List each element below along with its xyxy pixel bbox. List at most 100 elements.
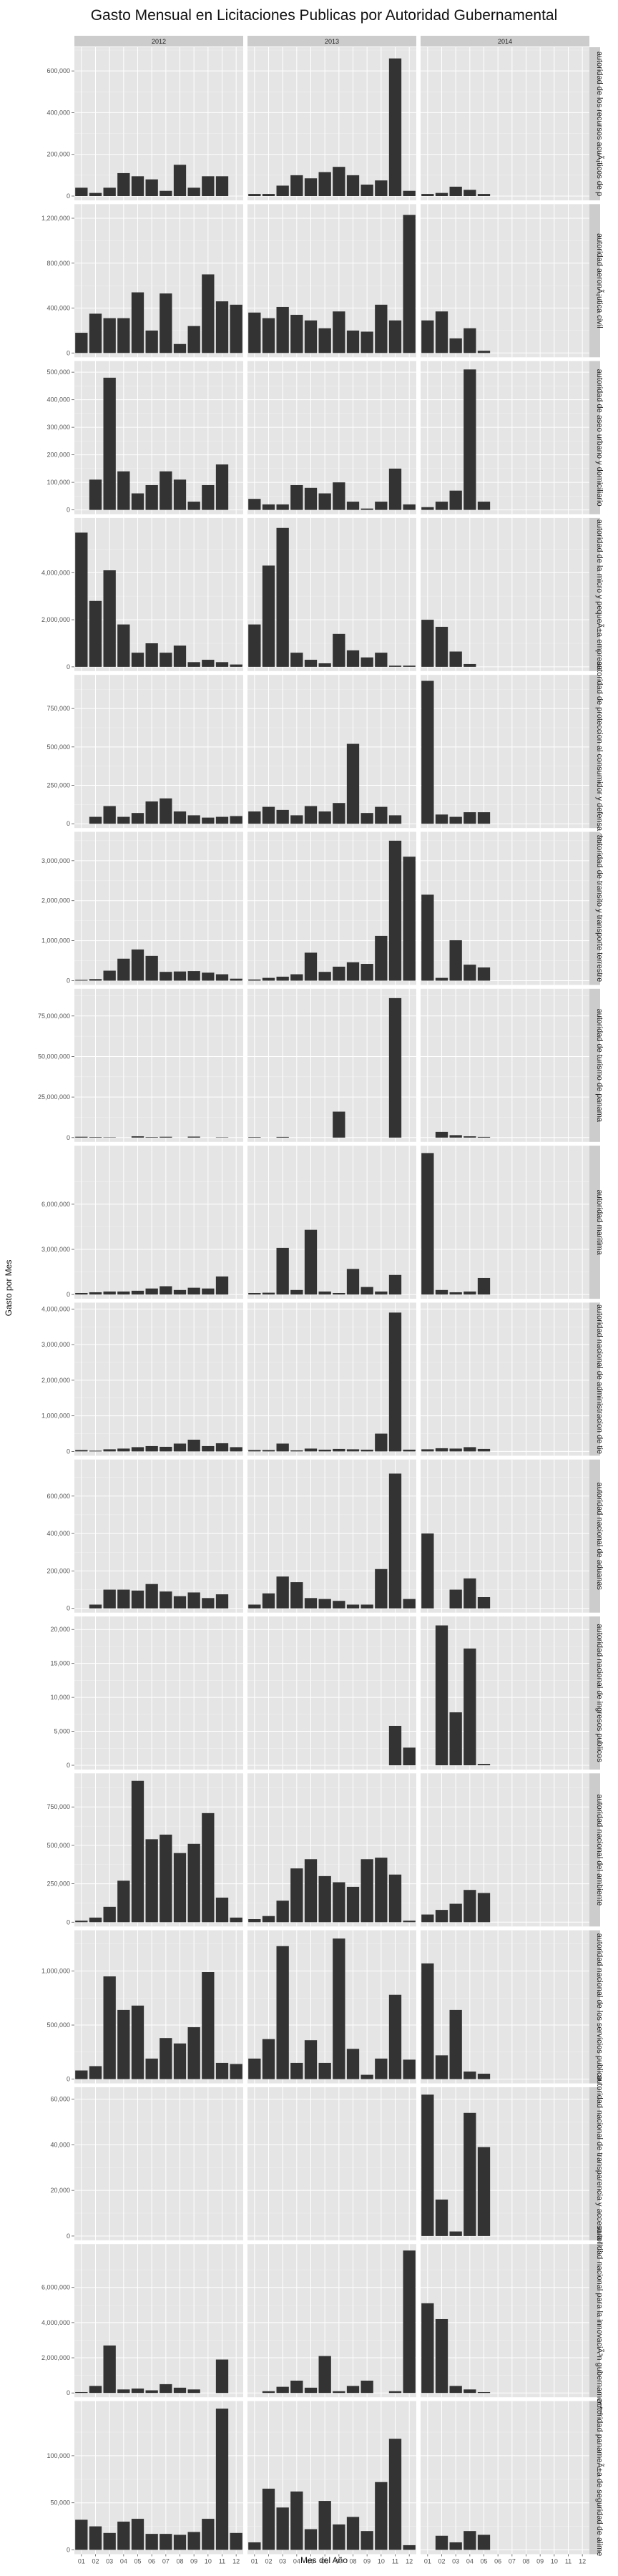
bar-2012-03 — [103, 1906, 116, 1923]
bar-2014-01 — [421, 1533, 434, 1609]
bar-2014-05 — [477, 967, 491, 981]
bar-2013-04 — [290, 815, 303, 824]
bar-2012-01 — [75, 2519, 88, 2550]
bar-2013-07 — [333, 633, 345, 667]
bar-2014-01 — [421, 194, 434, 196]
bar-2012-07 — [160, 1136, 172, 1138]
row-strip-label: autoridad nacional de ingresos publicos — [595, 1624, 604, 1762]
bar-2012-05 — [131, 813, 144, 824]
bar-2012-10 — [202, 817, 215, 824]
bar-2014-03 — [449, 2009, 462, 2079]
bar-2013-11 — [388, 1874, 402, 1923]
bar-2012-09 — [187, 326, 200, 353]
bar-2012-12 — [230, 304, 242, 353]
bar-2013-02 — [262, 1450, 275, 1452]
row-strip — [589, 2087, 600, 2240]
facet-panel — [247, 517, 416, 671]
row-strip-label: autoridad de aseo urbano y domiciliario — [595, 369, 604, 507]
y-axis-title: Gasto por Mes — [4, 1260, 14, 1317]
bar-2012-06 — [145, 330, 158, 353]
bar-2014-03 — [449, 2386, 462, 2394]
facet-panel — [421, 47, 589, 200]
bar-2012-06 — [145, 1839, 158, 1923]
y-tick-label: 200,000 — [46, 452, 70, 459]
y-tick-label: 10,000 — [50, 1694, 70, 1701]
bar-2014-02 — [435, 2318, 448, 2394]
bar-2012-01 — [75, 532, 88, 667]
x-tick-label: 11 — [392, 2558, 398, 2565]
bar-2012-02 — [89, 192, 102, 196]
bar-2012-06 — [145, 1445, 158, 1452]
bar-2012-04 — [117, 2389, 130, 2394]
bar-2012-10 — [202, 1813, 215, 1923]
bar-2012-12 — [230, 664, 242, 667]
bar-2013-05 — [304, 2529, 318, 2550]
facet-panel — [74, 1616, 243, 1770]
bar-2013-10 — [375, 1291, 388, 1295]
bar-2013-05 — [304, 1598, 318, 1609]
bar-2013-09 — [360, 1449, 373, 1452]
row-strip-label: autoridad de proteccion al consumidor y … — [595, 661, 604, 842]
bar-2012-02 — [89, 1292, 102, 1295]
bar-2013-11 — [388, 665, 402, 667]
bar-2014-02 — [435, 311, 448, 353]
y-tick-label: 750,000 — [46, 1803, 70, 1810]
bar-2013-10 — [375, 1858, 388, 1923]
y-tick-label: 0 — [67, 1291, 70, 1298]
bar-2014-01 — [421, 620, 434, 667]
bar-2013-04 — [290, 2380, 303, 2394]
row-strip — [589, 1302, 600, 1456]
y-tick-label: 4,000,000 — [41, 1305, 70, 1312]
row-strip-label: autoridad nacional para la innovaciÃ³n g… — [595, 2226, 604, 2415]
bar-2013-02 — [262, 2039, 275, 2079]
facet-panel — [421, 675, 589, 829]
bar-2013-03 — [276, 527, 289, 667]
bar-2012-10 — [202, 484, 215, 510]
bar-2012-02 — [89, 816, 102, 824]
facet-panel — [421, 831, 589, 985]
bar-2012-12 — [230, 1447, 242, 1452]
y-tick-label: 0 — [67, 663, 70, 670]
bar-2013-04 — [290, 974, 303, 981]
bar-2013-11 — [388, 840, 402, 981]
bar-2014-05 — [477, 502, 491, 510]
bar-2013-10 — [375, 935, 388, 981]
bar-2012-09 — [187, 502, 200, 510]
bar-2014-01 — [421, 680, 434, 824]
bar-2013-12 — [403, 1747, 416, 1765]
bar-2013-06 — [318, 328, 331, 353]
bar-2012-05 — [131, 292, 144, 353]
x-tick-label: 10 — [205, 2558, 212, 2565]
bar-2012-03 — [103, 570, 116, 667]
y-tick-label: 20,000 — [50, 1626, 70, 1633]
bar-2013-05 — [304, 1448, 318, 1452]
bar-2013-11 — [388, 2439, 402, 2550]
bar-2012-11 — [215, 2359, 229, 2394]
bar-2012-05 — [131, 176, 144, 196]
bar-2014-05 — [477, 2074, 491, 2079]
bar-2013-12 — [403, 665, 416, 667]
bar-2012-11 — [215, 301, 229, 353]
bar-2014-05 — [477, 2147, 491, 2236]
bar-2013-05 — [304, 806, 318, 824]
bar-2013-02 — [262, 1292, 275, 1295]
bar-2014-04 — [464, 965, 476, 981]
bar-2012-08 — [173, 165, 187, 196]
bar-2014-05 — [477, 1764, 491, 1765]
bar-2013-07 — [333, 482, 345, 510]
x-tick-label: 01 — [424, 2558, 431, 2565]
bar-2013-05 — [304, 1859, 318, 1923]
bar-2012-05 — [131, 493, 144, 510]
bar-2013-07 — [333, 1292, 345, 1295]
bar-2013-06 — [318, 1875, 331, 1923]
bar-2012-09 — [187, 1592, 200, 1609]
bar-2012-07 — [160, 653, 172, 667]
bar-2013-02 — [262, 565, 275, 667]
bar-2014-02 — [435, 626, 448, 667]
y-tick-label: 2,000,000 — [41, 1377, 70, 1384]
y-tick-label: 4,000,000 — [41, 2319, 70, 2326]
bar-2012-03 — [103, 187, 116, 196]
bar-2014-05 — [477, 1448, 491, 1452]
bar-2013-11 — [388, 58, 402, 197]
bar-2012-06 — [145, 1137, 158, 1138]
